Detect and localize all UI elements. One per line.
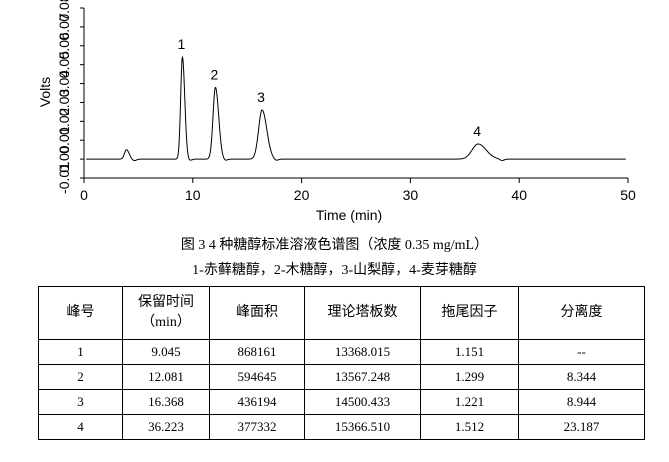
cell-theoretical-plates: 14500.433: [304, 389, 421, 415]
peak-label: 3: [257, 89, 265, 105]
cell-retention-time: 12.081: [122, 364, 210, 390]
header-retention-time: 保留时间 （min）: [122, 286, 210, 340]
table-row: 1 9.045 868161 13368.015 1.151 --: [38, 339, 645, 365]
cell-theoretical-plates: 15366.510: [304, 414, 421, 440]
y-tick-label: 0.06: [56, 32, 72, 59]
cell-tailing-factor: 1.299: [420, 364, 519, 390]
cell-peak-area: 377332: [209, 414, 305, 440]
cell-peak-no: 1: [38, 339, 123, 365]
cell-resolution: 8.944: [518, 389, 645, 415]
cell-retention-time: 9.045: [122, 339, 210, 365]
y-tick-label: 0.08: [56, 0, 72, 22]
chromatogram-trace: [86, 55, 626, 162]
header-peak-no: 峰号: [38, 286, 123, 340]
peak-legend: 1-赤藓糖醇，2-木糖醇，3-山梨醇，4-麦芽糖醇: [192, 263, 477, 278]
peak-label: 1: [178, 36, 186, 52]
cell-tailing-factor: 1.512: [420, 414, 519, 440]
cell-theoretical-plates: 13567.248: [304, 364, 421, 390]
peak-data-table: 峰号 保留时间 （min） 峰面积 理论塔板数 拖尾因子 分离度 1 9.045…: [38, 286, 645, 440]
cell-retention-time: 36.223: [122, 414, 210, 440]
x-tick-label: 50: [620, 187, 636, 203]
cell-resolution: --: [518, 339, 645, 365]
y-tick-label: 0.07: [56, 13, 72, 40]
cell-peak-area: 436194: [209, 389, 305, 415]
cell-peak-no: 4: [38, 414, 123, 440]
chromatogram-chart: 0 10 20 30 40 50 -0.010.000.010.020.030.040.05…: [37, 0, 636, 223]
cell-resolution: 8.344: [518, 364, 645, 390]
y-axis-label: Volts: [37, 77, 53, 107]
y-tick-label: 0.04: [56, 70, 72, 97]
table-row: 4 36.223 377332 15366.510 1.512 23.187: [38, 414, 645, 440]
header-peak-area: 峰面积: [209, 286, 305, 340]
figure-caption: 图 3 4 种糖醇标准溶液色谱图（浓度 0.35 mg/mL）: [180, 238, 489, 253]
cell-peak-area: 868161: [209, 339, 305, 365]
cell-peak-no: 2: [38, 364, 123, 390]
x-tick-label: 30: [403, 187, 419, 203]
x-tick-label: 40: [511, 187, 527, 203]
cell-resolution: 23.187: [518, 414, 645, 440]
y-tick-label: 0.00: [56, 145, 72, 172]
cell-retention-time: 16.368: [122, 389, 210, 415]
y-tick-label: -0.01: [56, 162, 72, 194]
table-header-row: 峰号 保留时间 （min） 峰面积 理论塔板数 拖尾因子 分离度: [38, 286, 645, 340]
peak-label: 2: [211, 66, 219, 82]
peak-label: 4: [473, 123, 481, 139]
x-tick-label: 20: [294, 187, 310, 203]
cell-peak-area: 594645: [209, 364, 305, 390]
table-row: 2 12.081 594645 13567.248 1.299 8.344: [38, 364, 645, 390]
table-row: 3 16.368 436194 14500.433 1.221 8.944: [38, 389, 645, 415]
y-tick-label: 0.05: [56, 51, 72, 78]
cell-theoretical-plates: 13368.015: [304, 339, 421, 365]
tick-labels: 0 10 20 30 40 50 -0.010.000.010.020.030.040.05…: [56, 0, 636, 203]
y-tick-label: 0.02: [56, 107, 72, 134]
y-tick-label: 0.03: [56, 89, 72, 116]
header-theoretical-plates: 理论塔板数: [304, 286, 421, 340]
cell-tailing-factor: 1.221: [420, 389, 519, 415]
axes: [80, 7, 629, 183]
cell-peak-no: 3: [38, 389, 123, 415]
header-tailing-factor: 拖尾因子: [420, 286, 519, 340]
x-axis-label: Time (min): [316, 207, 382, 223]
header-resolution: 分离度: [518, 286, 645, 340]
cell-tailing-factor: 1.151: [420, 339, 519, 365]
x-tick-label: 10: [185, 187, 201, 203]
peak-labels: 1 2 3 4: [178, 36, 482, 139]
y-tick-label: 0.01: [56, 126, 72, 153]
x-tick-label: 0: [80, 187, 88, 203]
